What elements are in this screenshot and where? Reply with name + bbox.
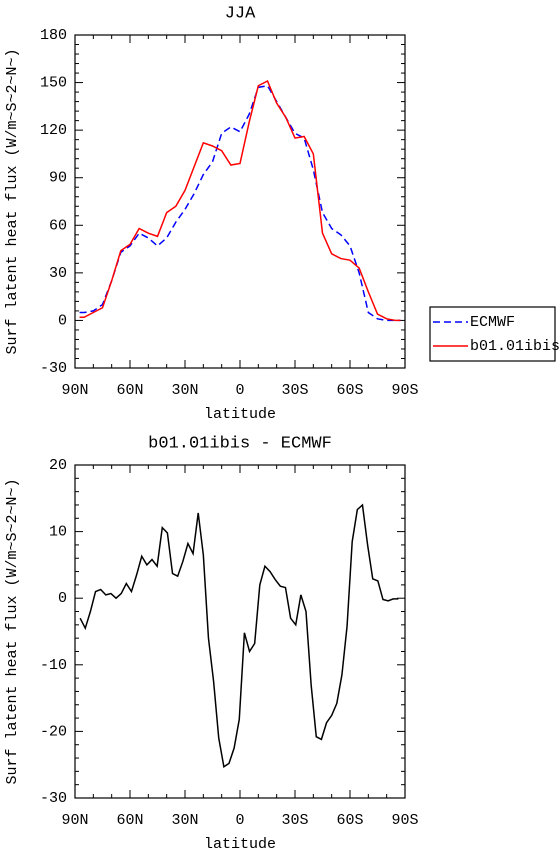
data-line	[79, 79, 401, 322]
y-tick-label: -30	[40, 360, 67, 377]
x-tick-label: 0	[235, 382, 244, 399]
y-tick-label: 150	[40, 75, 67, 92]
x-tick-label: 90S	[391, 382, 418, 399]
x-tick-label: 30S	[281, 382, 308, 399]
chart-title: b01.01ibis - ECMWF	[148, 434, 332, 453]
x-tick-label: 30N	[171, 812, 198, 829]
x-axis-label: latitude	[204, 406, 276, 423]
x-tick-label: 0	[235, 812, 244, 829]
y-tick-label: 90	[49, 170, 67, 187]
data-line	[79, 84, 401, 322]
y-tick-label: 30	[49, 265, 67, 282]
x-tick-label: 60N	[116, 812, 143, 829]
x-tick-label: 90N	[61, 382, 88, 399]
y-axis-label: Surf latent heat flux (W/m~S~2~N~)	[4, 48, 21, 354]
x-tick-label: 90S	[391, 812, 418, 829]
x-tick-label: 60N	[116, 382, 143, 399]
y-tick-label: 180	[40, 27, 67, 44]
plot-frame	[74, 34, 406, 369]
y-tick-label: 60	[49, 217, 67, 234]
y-tick-label: -30	[40, 790, 67, 807]
y-tick-label: 0	[58, 590, 67, 607]
data-line	[79, 503, 399, 768]
y-tick-label: 10	[49, 524, 67, 541]
chart-title: JJA	[225, 4, 256, 23]
y-tick-label: 0	[58, 312, 67, 329]
y-tick-label: 20	[49, 457, 67, 474]
plot-frame	[74, 464, 406, 799]
y-tick-label: -20	[40, 723, 67, 740]
legend-label: ECMWF	[470, 314, 515, 331]
legend-box	[429, 306, 556, 362]
y-tick-label: -10	[40, 657, 67, 674]
legend-label: b01.01ibis	[470, 338, 560, 355]
y-axis-label: Surf latent heat flux (W/m~S~2~N~)	[4, 478, 21, 784]
x-tick-label: 90N	[61, 812, 88, 829]
x-tick-label: 30S	[281, 812, 308, 829]
x-tick-label: 60S	[336, 382, 363, 399]
x-tick-label: 30N	[171, 382, 198, 399]
x-tick-label: 60S	[336, 812, 363, 829]
y-tick-label: 120	[40, 122, 67, 139]
x-axis-label: latitude	[204, 836, 276, 851]
